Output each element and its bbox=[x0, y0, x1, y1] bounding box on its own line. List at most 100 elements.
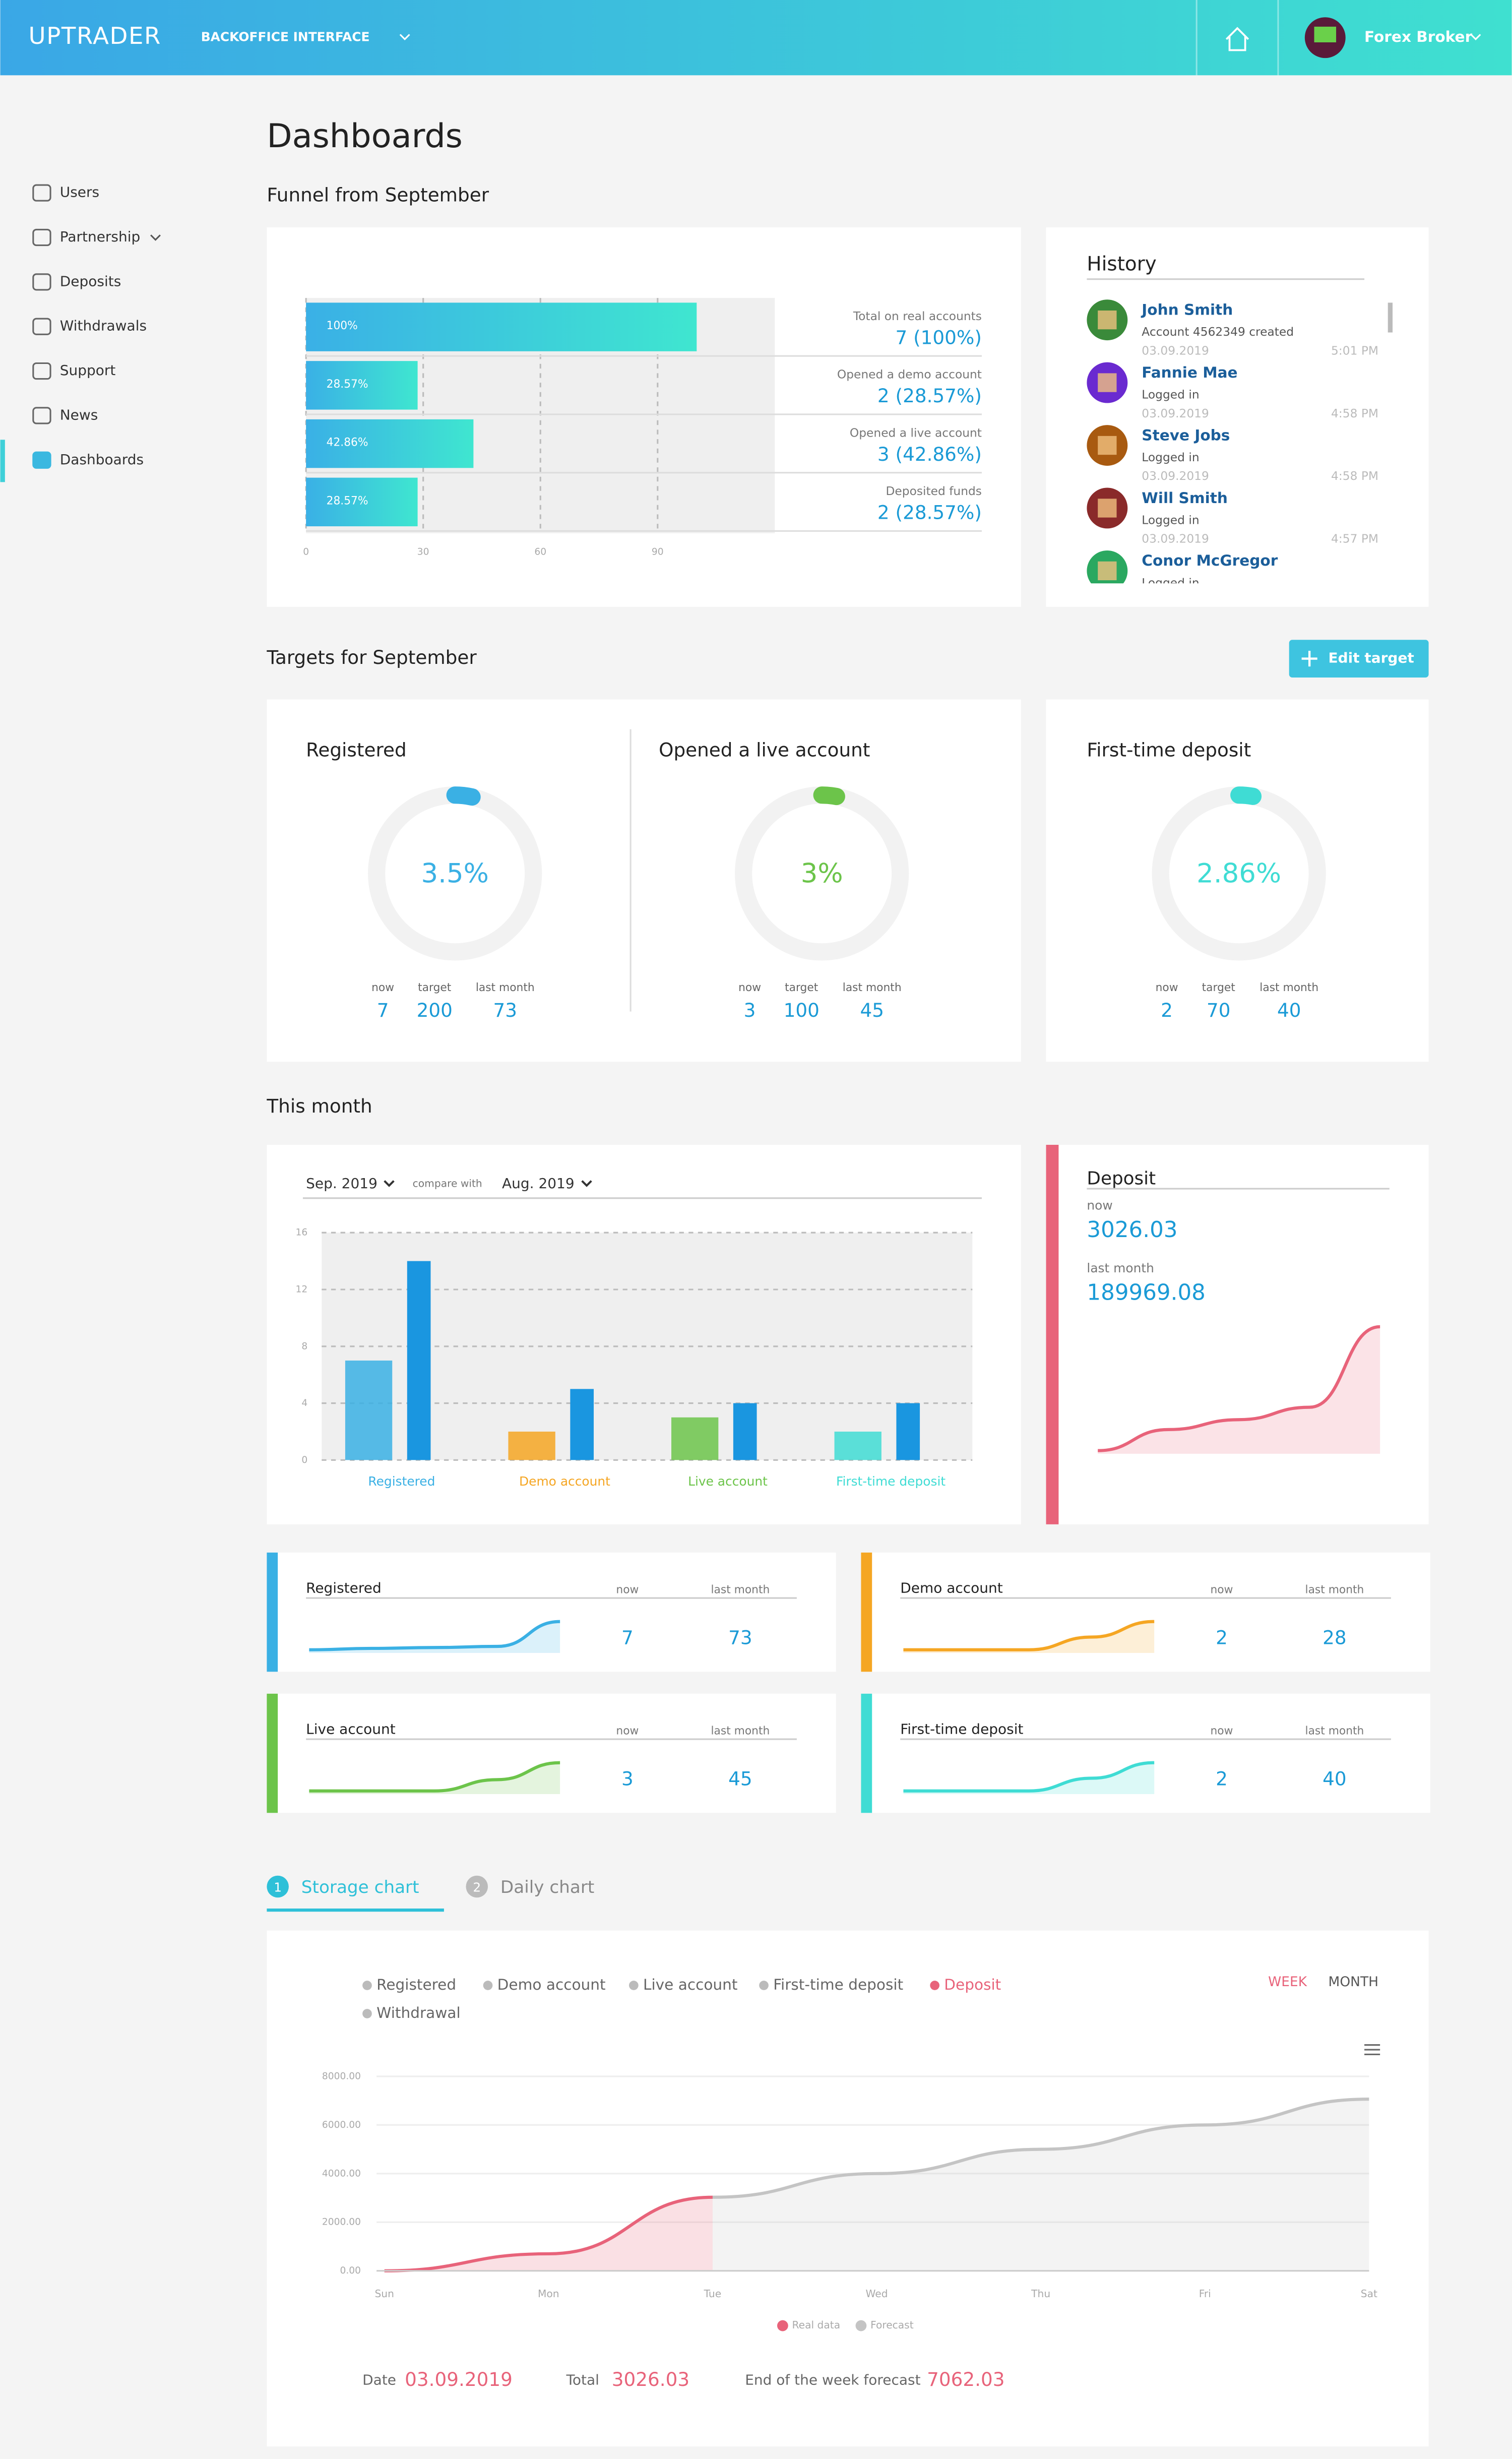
history-name[interactable]: Will Smith bbox=[1142, 489, 1228, 507]
history-action: Logged in bbox=[1142, 450, 1199, 464]
donut-label: 2.86% bbox=[1196, 858, 1281, 889]
period-toggle[interactable]: MONTH bbox=[1329, 1974, 1378, 1990]
nav-item[interactable]: Deposits bbox=[60, 273, 121, 289]
legend-item[interactable]: Demo account bbox=[497, 1976, 606, 1993]
y-tick-label: 0.00 bbox=[340, 2265, 361, 2276]
chevron bbox=[1470, 34, 1481, 40]
history-date: 03.09.2019 bbox=[1142, 343, 1209, 357]
history-name[interactable]: Fannie Mae bbox=[1142, 364, 1237, 381]
history-action: Logged in bbox=[1142, 387, 1199, 401]
bar bbox=[508, 1431, 555, 1460]
nav-item[interactable]: Dashboards bbox=[60, 451, 144, 468]
edit-target-button[interactable] bbox=[1289, 640, 1429, 678]
stat-value: 3 bbox=[744, 999, 756, 1021]
period-toggle[interactable]: WEEK bbox=[1268, 1974, 1307, 1990]
history-name[interactable]: John Smith bbox=[1141, 301, 1233, 318]
avatar-pixel bbox=[1314, 26, 1337, 42]
y-tick-label: 16 bbox=[296, 1227, 308, 1238]
target-title: Registered bbox=[306, 739, 407, 761]
stat-value: 28 bbox=[1322, 1626, 1347, 1648]
funnel-bar bbox=[306, 477, 418, 527]
header-bar bbox=[0, 0, 1512, 76]
bar bbox=[345, 1360, 393, 1460]
stat-value: 40 bbox=[1322, 1767, 1347, 1790]
metric-title: Live account bbox=[306, 1720, 396, 1737]
deposit-trend-line bbox=[1098, 1325, 1380, 1452]
card bbox=[267, 1930, 1429, 2447]
stat-value: 73 bbox=[493, 999, 517, 1021]
metric-trend-area bbox=[309, 1762, 560, 1794]
x-tick-label: Sun bbox=[374, 2288, 394, 2300]
active-indicator bbox=[0, 440, 5, 482]
x-tick-label: Sat bbox=[1361, 2288, 1377, 2300]
stat-label: last month bbox=[843, 981, 902, 994]
series-area bbox=[384, 2197, 713, 2271]
legend-item[interactable]: Deposit bbox=[944, 1976, 1001, 1993]
nav-icon bbox=[32, 273, 51, 291]
legend-item[interactable]: Registered bbox=[376, 1976, 456, 1993]
y-tick-label: 8 bbox=[301, 1341, 307, 1351]
x-tick-label: Tue bbox=[704, 2288, 722, 2300]
stat-label: last month bbox=[711, 1725, 770, 1738]
nav-icon bbox=[32, 318, 51, 335]
history-name[interactable]: Conor McGregor bbox=[1142, 552, 1278, 569]
chevron bbox=[581, 1180, 592, 1187]
chevron bbox=[384, 1180, 395, 1187]
legend-item[interactable]: First-time deposit bbox=[773, 1976, 903, 1993]
avatar-pixel bbox=[1098, 310, 1117, 330]
x-tick-label: 0 bbox=[303, 547, 309, 558]
stat-value: 100 bbox=[784, 999, 820, 1021]
period-select[interactable]: Sep. 2019 bbox=[306, 1175, 377, 1192]
legend-item[interactable]: Withdrawal bbox=[376, 2004, 461, 2021]
avatar-pixel bbox=[1098, 499, 1117, 518]
button-label[interactable]: Edit target bbox=[1329, 650, 1414, 666]
legend-dot bbox=[362, 2009, 372, 2018]
home-icon[interactable] bbox=[1225, 27, 1249, 51]
x-tick-label: Wed bbox=[865, 2288, 888, 2300]
nav-item[interactable]: Withdrawals bbox=[60, 318, 147, 334]
history-time: 4:58 PM bbox=[1331, 469, 1378, 483]
funnel-bar bbox=[306, 419, 474, 468]
menu-icon[interactable] bbox=[1364, 2044, 1380, 2055]
metric-title: Registered bbox=[306, 1579, 382, 1596]
stat-value: 45 bbox=[860, 999, 884, 1021]
menu[interactable]: BACKOFFICE INTERFACE bbox=[201, 30, 370, 44]
nav-item[interactable]: Partnership bbox=[60, 228, 141, 245]
section-title: Targets for September bbox=[266, 646, 477, 668]
stat-label: now bbox=[1087, 1198, 1112, 1212]
metric-trend-line bbox=[309, 1761, 560, 1793]
nav-item[interactable]: News bbox=[60, 406, 98, 423]
legend-dot bbox=[483, 1981, 493, 1990]
legend-item[interactable]: Live account bbox=[643, 1976, 737, 1993]
bar bbox=[570, 1389, 594, 1460]
history-name[interactable]: Steve Jobs bbox=[1142, 426, 1230, 444]
user-name[interactable]: Forex Broker bbox=[1364, 28, 1473, 45]
nav-icon bbox=[32, 451, 51, 469]
donut-label: 3% bbox=[801, 858, 843, 889]
total-value: 3 (42.86%) bbox=[877, 443, 982, 465]
tab-label[interactable]: Daily chart bbox=[500, 1877, 594, 1897]
category-label: Opened a demo account bbox=[837, 367, 982, 382]
y-tick-label: 6000.00 bbox=[322, 2120, 361, 2130]
stat-label: now bbox=[371, 981, 394, 994]
bar bbox=[407, 1261, 431, 1460]
history-date: 03.09.2019 bbox=[1142, 469, 1209, 483]
section-title: This month bbox=[266, 1095, 372, 1117]
nav-item[interactable]: Users bbox=[60, 184, 99, 201]
page-title: Dashboards bbox=[267, 117, 462, 155]
nav-icon bbox=[32, 362, 51, 380]
history-time: 4:57 PM bbox=[1331, 532, 1378, 546]
nav-item[interactable]: Support bbox=[60, 362, 116, 379]
accent-bar bbox=[1046, 1145, 1059, 1524]
compare-select[interactable]: Aug. 2019 bbox=[502, 1175, 575, 1192]
tab-label[interactable]: Storage chart bbox=[301, 1877, 419, 1897]
metric-trend-area bbox=[903, 1621, 1155, 1653]
y-tick-label: 0 bbox=[301, 1455, 307, 1465]
stat-label: last month bbox=[476, 981, 535, 994]
stat-label: last month bbox=[1259, 981, 1318, 994]
funnel-bar bbox=[306, 302, 697, 351]
stat-value: 7 bbox=[621, 1626, 634, 1648]
footer-date: 03.09.2019 bbox=[405, 2368, 513, 2390]
